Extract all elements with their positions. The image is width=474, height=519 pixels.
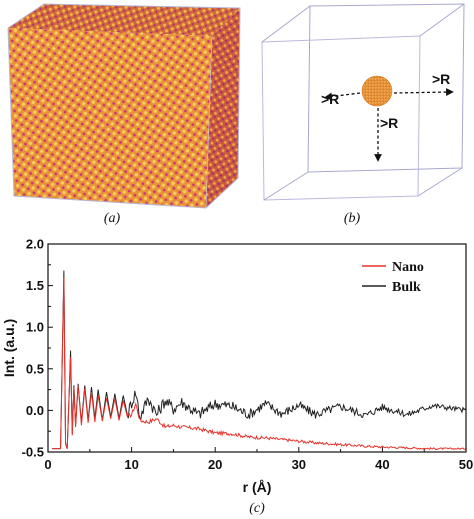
box-edge: [419, 3, 465, 37]
legend: Nano Bulk: [362, 260, 424, 295]
panel-c-chart: 0 10 20 30 40 50 -0.5 0.0 0.5 1.0 1.5 2.0 Nano Bulk…: [1, 237, 473, 496]
y-tick-label: -0.5: [22, 445, 44, 460]
y-tick-label: 0.5: [26, 361, 44, 376]
series-line-bulk: [52, 270, 466, 450]
radius-arrows: [324, 88, 454, 162]
x-tick-label: 10: [124, 457, 138, 472]
panel-b-nanoparticle-box: [261, 3, 465, 201]
legend-label-bulk: Bulk: [392, 280, 421, 295]
y-axis-label: Int. (a.u.): [1, 319, 17, 377]
cube-edges: [7, 3, 241, 209]
arrow-right: [393, 88, 454, 96]
x-tick-label: 30: [292, 457, 306, 472]
cube-right-face: [206, 8, 240, 208]
radius-label-left: >R: [321, 91, 339, 107]
caption-b: (b): [344, 211, 361, 226]
x-tick-label: 40: [375, 457, 389, 472]
x-tick-label: 0: [44, 457, 51, 472]
panel-a-crystal-cube: [7, 3, 241, 209]
cube-front-face: [8, 28, 212, 208]
y-tick-label: 2.0: [26, 237, 44, 252]
caption-c: (c): [249, 501, 265, 516]
radius-label-down: >R: [380, 115, 398, 131]
y-tick-label: 1.0: [26, 320, 44, 335]
box-edge: [263, 171, 309, 201]
series-line-nano: [52, 277, 466, 451]
x-tick-label: 50: [459, 457, 473, 472]
caption-a: (a): [104, 211, 121, 226]
radius-label-right: >R: [432, 71, 450, 87]
x-tick-label: 20: [208, 457, 222, 472]
box-edge: [417, 167, 463, 197]
cube-edge-inner: [205, 35, 213, 209]
y-tick-label: 0.0: [26, 403, 44, 418]
x-axis-label: r (Å): [243, 479, 272, 495]
nanoparticle-sphere: [361, 75, 393, 107]
plot-frame: [47, 243, 467, 453]
cube-top-face: [8, 4, 240, 36]
legend-label-nano: Nano: [392, 260, 424, 275]
y-tick-label: 1.5: [26, 278, 44, 293]
box-edge: [261, 5, 311, 43]
